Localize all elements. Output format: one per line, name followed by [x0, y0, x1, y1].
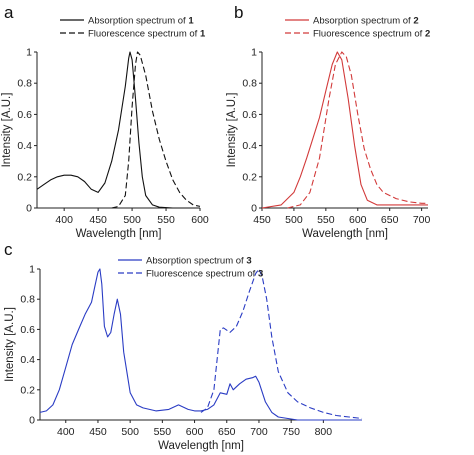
x-axis-label: Wavelength [nm]: [76, 228, 162, 240]
x-tick-label: 600: [191, 214, 209, 226]
y-axis-label: Intensity [A.U.]: [1, 93, 13, 168]
y-tick-label: 0: [251, 203, 257, 215]
x-tick-label: 500: [123, 214, 141, 226]
x-tick-label: 550: [317, 214, 335, 226]
y-axis-label: Intensity [A.U.]: [226, 93, 238, 168]
x-tick-label: 650: [218, 426, 236, 438]
x-tick-label: 400: [55, 214, 73, 226]
x-tick-label: 400: [57, 426, 75, 438]
x-tick-label: 650: [381, 214, 399, 226]
x-tick-label: 550: [154, 426, 172, 438]
panel-letter-b: b: [234, 3, 243, 22]
legend-label: Fluorescence spectrum of 1: [88, 29, 206, 40]
y-tick-label: 1: [26, 47, 32, 59]
x-axis-label: Wavelength [nm]: [158, 440, 244, 452]
y-tick-label: 0.2: [20, 384, 35, 396]
y-tick-label: 1: [29, 264, 35, 276]
y-tick-label: 0.6: [242, 109, 257, 121]
x-axis-label: Wavelength [nm]: [302, 228, 388, 240]
y-tick-label: 0.2: [242, 171, 257, 183]
x-tick-label: 700: [250, 426, 268, 438]
y-tick-label: 0.6: [20, 324, 35, 336]
legend-label: Fluorescence spectrum of 2: [313, 29, 430, 40]
panel-letter-a: a: [4, 3, 14, 22]
y-tick-label: 0: [26, 203, 32, 215]
axes-frame: [39, 269, 362, 421]
x-tick-label: 800: [315, 426, 333, 438]
x-tick-label: 550: [157, 214, 175, 226]
x-tick-label: 600: [186, 426, 204, 438]
y-tick-label: 0.4: [20, 354, 35, 366]
y-tick-label: 1: [251, 47, 257, 59]
absorption-series-line: [36, 51, 200, 209]
panel-letter-c: c: [4, 240, 13, 259]
x-tick-label: 450: [89, 426, 107, 438]
legend-label: Fluorescence spectrum of 3: [146, 269, 263, 280]
y-axis-label: Intensity [A.U.]: [4, 307, 16, 382]
y-tick-label: 0.6: [17, 109, 32, 121]
x-tick-label: 450: [253, 214, 271, 226]
legend-label: Absorption spectrum of 1: [88, 16, 194, 27]
fluorescence-series-line: [287, 51, 428, 209]
y-tick-label: 0.4: [17, 140, 32, 152]
y-tick-label: 0.8: [242, 78, 257, 90]
y-tick-label: 0.4: [242, 140, 257, 152]
chart-panel-c: 0 0.2 0.4 0.6 0.8 1 400 450 500 550 600 650 700 750 80…: [4, 256, 363, 452]
chart-panel-a: 0 0.2 0.4 0.6 0.8 1 400 450 500 550 600 Wavelength …: [1, 16, 209, 241]
y-tick-label: 0.8: [17, 78, 32, 90]
x-tick-label: 450: [89, 214, 107, 226]
y-tick-label: 0: [29, 415, 35, 427]
x-tick-label: 500: [285, 214, 303, 226]
y-tick-label: 0.2: [17, 171, 32, 183]
x-tick-label: 700: [413, 214, 431, 226]
fluorescence-series-line: [111, 51, 201, 209]
x-tick-label: 500: [121, 426, 139, 438]
x-tick-label: 600: [349, 214, 367, 226]
legend-label: Absorption spectrum of 2: [313, 16, 419, 27]
y-tick-label: 0.8: [20, 294, 35, 306]
absorption-series-line: [261, 51, 428, 209]
chart-panel-b: 0 0.2 0.4 0.6 0.8 1 450 500 550 600 650 700 Waveleng…: [226, 16, 431, 241]
legend-label: Absorption spectrum of 3: [146, 256, 252, 267]
absorption-series-line: [39, 268, 362, 421]
axes-frame: [261, 52, 428, 209]
x-tick-label: 750: [282, 426, 300, 438]
fluorescence-series-line: [200, 268, 363, 420]
